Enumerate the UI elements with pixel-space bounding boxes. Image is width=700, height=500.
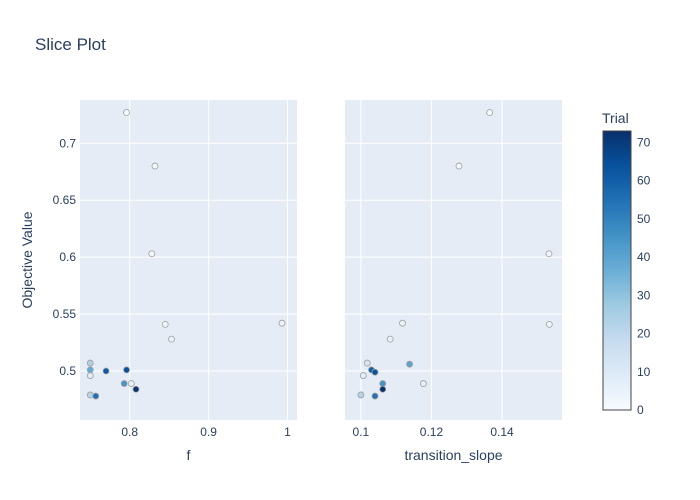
data-point: [132, 385, 140, 393]
data-point: [359, 372, 367, 379]
data-point: [278, 319, 286, 327]
data-point: [86, 391, 94, 399]
colorbar-tick-label: 70: [637, 135, 651, 149]
data-point: [371, 368, 379, 376]
panel-1: 0.8 0.9 1 f 0.5 0.55 0.6 0.65 0.7: [53, 100, 297, 463]
data-point: [545, 320, 553, 328]
data-point: [419, 380, 427, 387]
data-point: [363, 359, 371, 367]
colorbar-gradient: [602, 130, 632, 411]
data-point: [123, 366, 130, 374]
colorbar-tick-label: 30: [637, 288, 651, 302]
y-tick-label: 0.55: [53, 307, 77, 321]
data-point: [399, 319, 406, 327]
data-point: [545, 250, 553, 258]
x-tick-label: 0.8: [121, 425, 138, 439]
y-axis-title: Objective Value: [19, 211, 35, 308]
data-point: [161, 320, 169, 328]
x-tick-label: 0.14: [490, 425, 514, 439]
data-point: [127, 380, 135, 387]
colorbar-title: Trial: [602, 110, 629, 126]
data-point: [168, 335, 175, 343]
data-point: [357, 391, 365, 399]
colorbar-tick-label: 20: [637, 327, 651, 341]
colorbar: Trial 0 10 20 30 40 50 60 70: [602, 110, 651, 417]
data-point: [371, 392, 379, 400]
data-point: [92, 392, 100, 400]
x-tick-label: 1: [284, 425, 291, 439]
data-point: [102, 367, 110, 375]
data-point: [148, 250, 156, 258]
data-point: [86, 366, 94, 374]
data-point: [123, 109, 130, 116]
x-tick-label: 0.9: [200, 425, 217, 439]
plot-background: [80, 100, 297, 420]
panel-2: 0.1 0.12 0.14 transition_slope: [345, 100, 562, 463]
data-point: [406, 360, 413, 368]
data-point: [379, 385, 387, 393]
x-tick-label: 0.1: [353, 425, 370, 439]
colorbar-tick-label: 40: [637, 250, 651, 264]
data-point: [386, 335, 394, 343]
plot-background: [345, 100, 562, 420]
colorbar-tick-label: 50: [637, 212, 651, 226]
data-point: [151, 162, 159, 170]
y-tick-label: 0.7: [59, 136, 76, 150]
data-point: [120, 380, 128, 387]
colorbar-tick-label: 60: [637, 174, 651, 188]
data-point: [86, 359, 94, 367]
data-point: [486, 109, 494, 116]
y-tick-label: 0.65: [53, 193, 77, 207]
data-point: [379, 380, 387, 387]
colorbar-tick-label: 0: [637, 403, 644, 417]
colorbar-tick-label: 10: [637, 365, 651, 379]
chart-title: Slice Plot: [35, 35, 106, 54]
data-point: [86, 372, 94, 379]
y-tick-label: 0.6: [59, 250, 76, 264]
x-axis-title: transition_slope: [404, 447, 502, 463]
x-tick-label: 0.12: [420, 425, 444, 439]
x-axis-title: f: [187, 447, 191, 463]
y-tick-label: 0.5: [59, 364, 76, 378]
data-point: [455, 162, 463, 170]
